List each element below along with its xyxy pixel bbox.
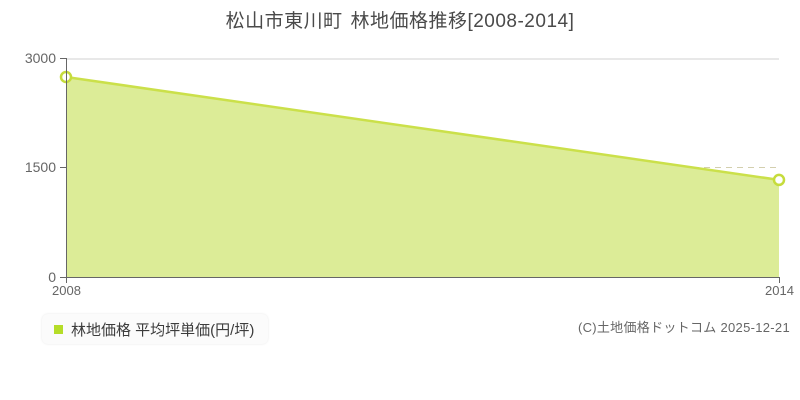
- y-axis-label-0: 0: [48, 269, 56, 285]
- x-tick-mark-2008: [66, 277, 67, 283]
- x-axis-label-2008: 2008: [52, 283, 81, 298]
- data-point-marker-2014[interactable]: [772, 173, 786, 187]
- chart-title-main: 松山市東川町: [225, 11, 343, 32]
- y-tick-mark-0: [60, 277, 66, 278]
- chart-legend[interactable]: 林地価格 平均坪単価(円/坪): [42, 314, 269, 344]
- legend-item-label: 林地価格 平均坪単価(円/坪): [71, 321, 255, 339]
- x-axis-label-2014: 2014: [765, 283, 794, 298]
- copyright-credit: (C)土地価格ドットコム 2025-12-21: [577, 320, 790, 335]
- y-tick-mark-1500: [60, 167, 66, 168]
- chart-title-sub: 林地価格推移[2008-2014]: [350, 11, 575, 32]
- plot-area: [59, 58, 786, 277]
- legend-color-swatch-icon: [54, 324, 63, 334]
- area-chart-svg: [59, 58, 786, 277]
- y-axis-label-1500: 1500: [24, 159, 56, 175]
- y-tick-mark-3000: [60, 58, 66, 59]
- x-tick-mark-2014: [779, 277, 780, 283]
- series-area-forest-land-price: [66, 77, 779, 277]
- x-axis-line: [66, 277, 780, 278]
- page-title: 松山市東川町 林地価格推移[2008-2014]: [0, 6, 800, 33]
- y-axis-line: [66, 58, 67, 278]
- series-line-forest-land-price: [65, 75, 780, 182]
- y-axis-label-3000: 3000: [24, 50, 56, 66]
